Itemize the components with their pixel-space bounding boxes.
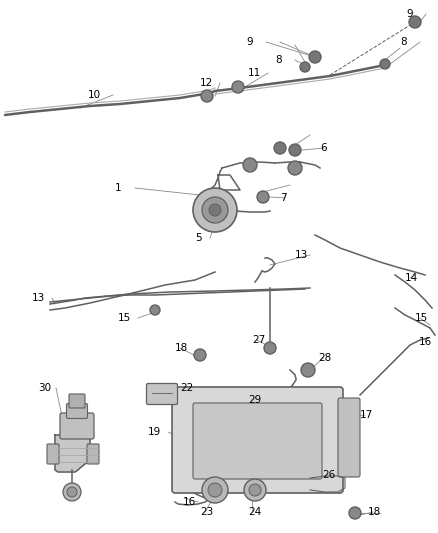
Circle shape — [244, 479, 266, 501]
Circle shape — [301, 363, 315, 377]
Text: 29: 29 — [248, 395, 261, 405]
Text: 16: 16 — [183, 497, 196, 507]
Text: 16: 16 — [419, 337, 432, 347]
Circle shape — [193, 188, 237, 232]
FancyBboxPatch shape — [69, 394, 85, 408]
FancyBboxPatch shape — [146, 384, 177, 405]
Circle shape — [201, 90, 213, 102]
Text: 12: 12 — [200, 78, 213, 88]
Text: 30: 30 — [38, 383, 51, 393]
Polygon shape — [55, 435, 90, 472]
Text: 27: 27 — [252, 335, 265, 345]
Circle shape — [409, 16, 421, 28]
Circle shape — [208, 483, 222, 497]
Text: 24: 24 — [248, 507, 261, 517]
Text: 18: 18 — [368, 507, 381, 517]
Circle shape — [380, 59, 390, 69]
FancyBboxPatch shape — [60, 413, 94, 439]
Text: 6: 6 — [320, 143, 327, 153]
Circle shape — [243, 158, 257, 172]
FancyBboxPatch shape — [193, 403, 322, 479]
Circle shape — [249, 484, 261, 496]
Circle shape — [274, 142, 286, 154]
Circle shape — [349, 507, 361, 519]
Text: 11: 11 — [248, 68, 261, 78]
Text: 8: 8 — [400, 37, 406, 47]
Text: 26: 26 — [322, 470, 335, 480]
Text: 10: 10 — [88, 90, 101, 100]
Circle shape — [67, 487, 77, 497]
Circle shape — [264, 342, 276, 354]
Text: 7: 7 — [280, 193, 286, 203]
Circle shape — [288, 161, 302, 175]
Text: 22: 22 — [180, 383, 193, 393]
Text: 13: 13 — [32, 293, 45, 303]
Text: 9: 9 — [246, 37, 253, 47]
FancyBboxPatch shape — [338, 398, 360, 477]
Text: 15: 15 — [415, 313, 428, 323]
Text: 28: 28 — [318, 353, 331, 363]
Circle shape — [194, 349, 206, 361]
Text: 18: 18 — [175, 343, 188, 353]
Text: 14: 14 — [405, 273, 418, 283]
FancyBboxPatch shape — [47, 444, 59, 464]
Circle shape — [63, 483, 81, 501]
Circle shape — [309, 51, 321, 63]
Circle shape — [289, 144, 301, 156]
Text: 8: 8 — [275, 55, 282, 65]
Circle shape — [150, 305, 160, 315]
Circle shape — [232, 81, 244, 93]
Text: 1: 1 — [115, 183, 122, 193]
FancyBboxPatch shape — [67, 403, 88, 418]
Circle shape — [202, 197, 228, 223]
FancyBboxPatch shape — [172, 387, 343, 493]
Circle shape — [202, 477, 228, 503]
Text: 23: 23 — [200, 507, 213, 517]
Text: 19: 19 — [148, 427, 161, 437]
Text: 5: 5 — [195, 233, 201, 243]
FancyBboxPatch shape — [87, 444, 99, 464]
Text: 17: 17 — [360, 410, 373, 420]
Text: 9: 9 — [406, 9, 413, 19]
Text: 13: 13 — [295, 250, 308, 260]
Circle shape — [257, 191, 269, 203]
Circle shape — [300, 62, 310, 72]
Circle shape — [209, 204, 221, 216]
Text: 15: 15 — [118, 313, 131, 323]
